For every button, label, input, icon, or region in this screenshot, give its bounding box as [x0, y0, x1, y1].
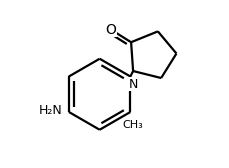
Text: CH₃: CH₃	[122, 120, 143, 130]
Text: H₂N: H₂N	[38, 104, 62, 117]
Text: N: N	[128, 78, 138, 91]
Text: O: O	[105, 23, 116, 37]
